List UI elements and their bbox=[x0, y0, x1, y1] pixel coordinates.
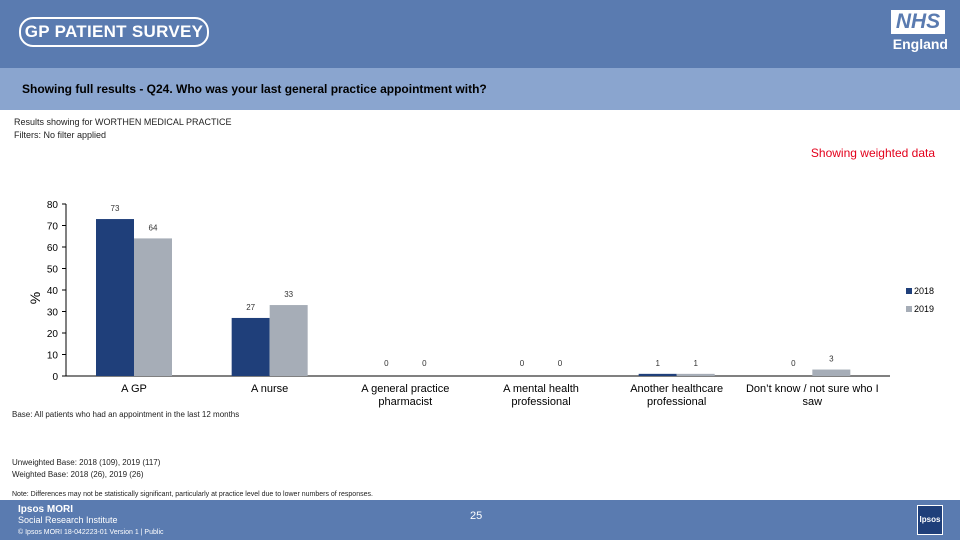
company-name: Ipsos MORI bbox=[18, 504, 74, 515]
data-label: 1 bbox=[655, 359, 660, 368]
data-label: 0 bbox=[558, 359, 563, 368]
y-tick-label: 80 bbox=[47, 200, 59, 211]
bar-2019 bbox=[269, 305, 308, 376]
x-tick-label: pharmacist bbox=[378, 396, 432, 408]
nhs-logo: NHS bbox=[891, 10, 945, 34]
legend-swatch-2018 bbox=[906, 288, 912, 294]
footer-bar: Ipsos MORI Social Research Institute © I… bbox=[0, 500, 960, 540]
bar-2019 bbox=[812, 369, 851, 376]
x-tick-label: A GP bbox=[121, 383, 147, 395]
results-for: Results showing for WORTHEN MEDICAL PRAC… bbox=[14, 117, 232, 127]
nhs-region: England bbox=[892, 36, 948, 52]
data-label: 0 bbox=[422, 359, 427, 368]
data-label: 64 bbox=[149, 223, 158, 232]
base-note: Base: All patients who had an appointmen… bbox=[12, 410, 240, 419]
y-axis-label: % bbox=[27, 292, 43, 304]
y-tick-label: 50 bbox=[47, 265, 59, 276]
bar-2019 bbox=[676, 373, 715, 376]
x-tick-label: professional bbox=[647, 396, 706, 408]
ipsos-logo: Ipsos bbox=[917, 505, 943, 535]
y-tick-label: 0 bbox=[52, 372, 58, 383]
significance-note: Note: Differences may not be statistical… bbox=[12, 491, 373, 498]
y-tick-label: 60 bbox=[47, 243, 59, 254]
y-tick-label: 40 bbox=[47, 286, 59, 297]
weighted-note: Showing weighted data bbox=[810, 146, 935, 160]
x-tick-label: Don’t know / not sure who I bbox=[746, 383, 879, 395]
x-tick-label: A mental health bbox=[503, 383, 579, 395]
y-tick-label: 30 bbox=[47, 308, 59, 319]
y-tick-label: 70 bbox=[47, 222, 59, 233]
x-tick-label: saw bbox=[803, 396, 823, 408]
data-label: 0 bbox=[520, 359, 525, 368]
weighted-base: Weighted Base: 2018 (26), 2019 (26) bbox=[12, 470, 144, 479]
bar-2018 bbox=[96, 219, 134, 376]
x-tick-label: A general practice bbox=[361, 383, 449, 395]
data-label: 3 bbox=[829, 355, 834, 364]
data-label: 1 bbox=[693, 359, 698, 368]
page-number: 25 bbox=[470, 510, 483, 522]
bar-2019 bbox=[134, 238, 172, 376]
x-tick-label: A nurse bbox=[251, 383, 288, 395]
data-label: 27 bbox=[246, 303, 255, 312]
header-bar: GP PATIENT SURVEY NHS England bbox=[0, 0, 960, 68]
filters-note: Filters: No filter applied bbox=[14, 130, 107, 140]
survey-logo: GP PATIENT SURVEY bbox=[19, 17, 209, 47]
x-tick-label: professional bbox=[511, 396, 570, 408]
data-label: 73 bbox=[111, 204, 120, 213]
bar-2018 bbox=[231, 317, 270, 376]
data-label: 0 bbox=[384, 359, 389, 368]
bar-2018 bbox=[638, 373, 677, 376]
legend-swatch-2019 bbox=[906, 306, 912, 312]
y-tick-label: 10 bbox=[47, 351, 59, 362]
institute-name: Social Research Institute bbox=[18, 515, 118, 525]
y-tick-label: 20 bbox=[47, 329, 59, 340]
footer-tagline: © Ipsos MORI 18-042223-01 Version 1 | Pu… bbox=[18, 529, 164, 536]
data-label: 33 bbox=[284, 290, 293, 299]
legend-label-2019: 2019 bbox=[914, 304, 934, 314]
unweighted-base: Unweighted Base: 2018 (109), 2019 (117) bbox=[12, 458, 161, 467]
data-label: 0 bbox=[791, 359, 796, 368]
question-title: Showing full results - Q24. Who was your… bbox=[22, 82, 487, 96]
question-band: Showing full results - Q24. Who was your… bbox=[0, 68, 960, 110]
x-tick-label: Another healthcare bbox=[630, 383, 723, 395]
legend-label-2018: 2018 bbox=[914, 286, 934, 296]
